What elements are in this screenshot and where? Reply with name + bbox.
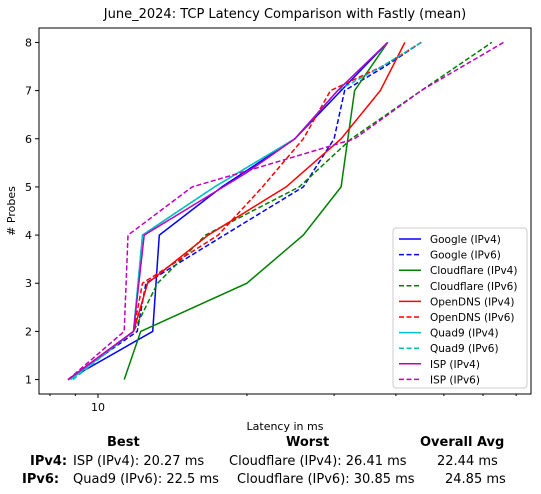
summary-table: Best Worst Overall Avg IPv4: ISP (IPv4):…	[0, 432, 541, 494]
latency-chart: June_2024: TCP Latency Comparison with F…	[5, 7, 532, 432]
y-tick-label: 5	[25, 181, 32, 194]
series-line-cloudflare-ipv4	[123, 41, 389, 380]
legend-label-quad9-ipv4: Quad9 (IPv4)	[430, 328, 499, 340]
y-tick-label: 8	[25, 36, 32, 49]
summary-header-best: Best	[107, 435, 140, 450]
y-tick-label: 4	[25, 229, 32, 242]
series-line-isp-ipv4	[67, 41, 389, 381]
series-line-google-ipv6	[67, 41, 422, 381]
summary-row-ipv6-label: IPv6:	[22, 472, 60, 487]
series-line-quad9-ipv4	[70, 41, 389, 381]
summary-ipv6-worst: Cloudflare (IPv6): 30.85 ms	[237, 472, 415, 487]
y-tick-label: 1	[25, 374, 32, 387]
x-axis-label: Latency in ms	[247, 420, 324, 432]
legend-label-opendns-ipv4: OpenDNS (IPv4)	[430, 296, 515, 308]
legend-label-google-ipv6: Google (IPv6)	[430, 250, 501, 262]
series-line-google-ipv4	[67, 41, 389, 381]
series-line-opendns-ipv4	[67, 42, 406, 381]
y-tick-label: 3	[25, 277, 32, 290]
summary-ipv4-avg: 22.44 ms	[437, 454, 498, 469]
y-tick-label: 6	[25, 133, 32, 146]
legend: Google (IPv4) Google (IPv6) Cloudflare (IP…	[392, 227, 528, 389]
summary-ipv4-worst: Cloudflare (IPv4): 26.41 ms	[229, 454, 407, 469]
series-line-opendns-ipv6	[67, 41, 422, 381]
plot-lines	[67, 41, 504, 381]
legend-label-cloudflare-ipv6: Cloudflare (IPv6)	[430, 281, 517, 293]
legend-label-google-ipv4: Google (IPv4)	[430, 234, 501, 246]
legend-label-isp-ipv6: ISP (IPv6)	[430, 374, 480, 386]
summary-header-avg: Overall Avg	[420, 435, 505, 450]
summary-ipv6-best: Quad9 (IPv6): 22.5 ms	[73, 472, 219, 487]
legend-label-quad9-ipv6: Quad9 (IPv6)	[430, 343, 499, 355]
chart-title: June_2024: TCP Latency Comparison with F…	[103, 7, 466, 22]
y-axis-label: # Probes	[5, 186, 18, 236]
x-tick-label: 10	[91, 401, 105, 414]
x-axis-ticks: 10	[49, 394, 517, 414]
series-line-isp-ipv6	[67, 41, 504, 381]
y-tick-label: 2	[25, 325, 32, 338]
summary-ipv6-avg: 24.85 ms	[445, 472, 506, 487]
legend-label-isp-ipv4: ISP (IPv4)	[430, 359, 480, 371]
y-tick-label: 7	[25, 85, 32, 98]
legend-label-opendns-ipv6: OpenDNS (IPv6)	[430, 312, 515, 324]
legend-label-cloudflare-ipv4: Cloudflare (IPv4)	[430, 265, 517, 277]
summary-ipv4-best: ISP (IPv4): 20.27 ms	[73, 454, 205, 469]
plot-frame	[38, 27, 532, 395]
y-axis-ticks: 1 2 3 4 5 6 7 8	[25, 36, 39, 387]
summary-row-ipv4-label: IPv4:	[30, 454, 68, 469]
legend-box	[392, 227, 528, 389]
summary-header-worst: Worst	[286, 435, 330, 450]
